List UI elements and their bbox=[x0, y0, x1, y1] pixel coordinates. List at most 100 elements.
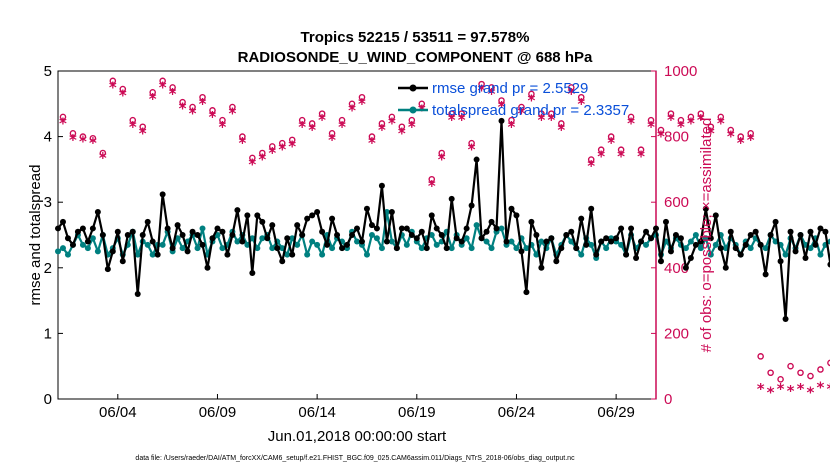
rmse-point bbox=[304, 215, 311, 222]
assimilated-count-marker: * bbox=[59, 114, 67, 132]
assimilated-count-marker: * bbox=[278, 141, 286, 159]
totalspread-point bbox=[488, 245, 495, 252]
possible-count-marker bbox=[627, 113, 635, 121]
legend: rmse grand pr = 2.5529 totalspread grand… bbox=[398, 80, 629, 119]
assimilated-count-marker: * bbox=[318, 111, 326, 129]
rmse-point bbox=[468, 202, 475, 209]
assimilated-count-marker: * bbox=[677, 118, 685, 136]
rmse-point bbox=[59, 218, 66, 225]
y-left-tick-label: 3 bbox=[44, 194, 52, 211]
assimilated-count-marker: * bbox=[189, 105, 197, 123]
rmse-point bbox=[777, 258, 784, 265]
totalspread-point bbox=[59, 245, 66, 252]
rmse-point bbox=[583, 241, 590, 248]
possible-count-marker bbox=[418, 100, 426, 108]
assimilated-count-marker: * bbox=[119, 87, 127, 105]
assimilated-count-marker: * bbox=[408, 118, 416, 136]
totalspread-point bbox=[249, 235, 256, 242]
rmse-point bbox=[234, 207, 241, 214]
assimilated-count-marker: * bbox=[199, 95, 207, 113]
totalspread-point bbox=[403, 241, 410, 248]
possible-count-marker bbox=[587, 156, 595, 163]
assimilated-count-marker: * bbox=[358, 95, 366, 113]
rmse-point bbox=[742, 241, 749, 248]
totalspread-point bbox=[378, 245, 385, 252]
rmse-point bbox=[817, 225, 824, 232]
rmse-point bbox=[204, 264, 211, 271]
assimilated-count-marker: * bbox=[767, 383, 775, 401]
rmse-point bbox=[563, 232, 570, 238]
rmse-point bbox=[209, 235, 216, 242]
rmse-point bbox=[812, 241, 819, 248]
rmse-point bbox=[104, 266, 111, 273]
rmse-point bbox=[598, 238, 605, 245]
assimilated-count-marker: * bbox=[428, 177, 436, 195]
totalspread-point bbox=[513, 245, 520, 252]
assimilated-count-marker: * bbox=[149, 90, 157, 108]
assimilated-count-marker: * bbox=[288, 137, 296, 155]
x-tick-label: 06/29 bbox=[597, 404, 635, 421]
possible-count-marker bbox=[398, 123, 406, 131]
possible-count-marker bbox=[408, 116, 416, 124]
assimilated-count-marker: * bbox=[458, 111, 466, 129]
rmse-point bbox=[284, 235, 291, 242]
rmse-point bbox=[159, 191, 166, 198]
rmse-point bbox=[438, 232, 445, 238]
assimilated-count-marker: * bbox=[438, 151, 446, 169]
totalspread-point bbox=[354, 238, 360, 245]
rmse-point bbox=[69, 241, 76, 248]
possible-count-marker bbox=[239, 133, 246, 140]
totalspread-point bbox=[747, 245, 754, 252]
rmse-point bbox=[89, 225, 96, 232]
totalspread-point bbox=[64, 251, 71, 258]
rmse-point bbox=[94, 209, 101, 216]
assimilated-count-marker: * bbox=[268, 144, 276, 162]
possible-count-marker bbox=[478, 80, 485, 88]
rmse-point bbox=[687, 254, 694, 261]
totalspread-point bbox=[219, 245, 226, 252]
rmse-point bbox=[219, 228, 226, 235]
totalspread-point bbox=[55, 248, 61, 255]
rmse-point bbox=[393, 245, 400, 252]
assimilated-count-marker: * bbox=[139, 124, 147, 142]
totalspread-point bbox=[712, 241, 719, 248]
rmse-point bbox=[662, 218, 669, 225]
possible-count-marker bbox=[209, 107, 216, 114]
x-tick-label: 06/19 bbox=[398, 404, 436, 421]
rmse-point bbox=[613, 235, 620, 242]
possible-count-marker bbox=[338, 116, 346, 124]
possible-count-marker bbox=[737, 133, 745, 140]
x-tick-label: 06/09 bbox=[199, 404, 237, 421]
x-axis-label: Jun.01,2018 00:00:00 start bbox=[268, 428, 447, 445]
y-right-tick-label: 1000 bbox=[664, 63, 697, 80]
totalspread-point bbox=[707, 251, 714, 258]
rmse-point bbox=[458, 238, 465, 245]
possible-count-marker bbox=[358, 93, 366, 101]
assimilated-count-marker: * bbox=[238, 134, 246, 152]
rmse-point bbox=[339, 245, 346, 252]
rmse-point bbox=[378, 182, 385, 189]
assimilated-count-marker: * bbox=[537, 111, 545, 129]
assimilated-count-marker: * bbox=[378, 121, 386, 139]
totalspread-point bbox=[199, 225, 206, 232]
rmse-point bbox=[309, 212, 316, 219]
assimilated-count-marker: * bbox=[248, 155, 256, 173]
rmse-point bbox=[593, 251, 600, 258]
rmse-point bbox=[154, 251, 161, 258]
assimilated-count-marker: * bbox=[109, 78, 117, 96]
assimilated-count-marker: * bbox=[817, 379, 825, 397]
rmse-point bbox=[279, 258, 286, 265]
possible-count-marker bbox=[787, 362, 794, 370]
totalspread-point bbox=[473, 222, 480, 229]
totalspread-point bbox=[254, 245, 261, 252]
y-right-tick-label: 0 bbox=[664, 391, 672, 408]
possible-count-marker bbox=[438, 149, 446, 157]
totalspread-point bbox=[807, 245, 814, 252]
rmse-point bbox=[827, 261, 830, 268]
rmse-point bbox=[483, 228, 490, 235]
possible-count-marker bbox=[458, 110, 465, 117]
rmse-point bbox=[334, 232, 341, 238]
rmse-point bbox=[114, 228, 121, 235]
rmse-point bbox=[667, 248, 674, 255]
assimilated-count-marker: * bbox=[707, 124, 715, 142]
